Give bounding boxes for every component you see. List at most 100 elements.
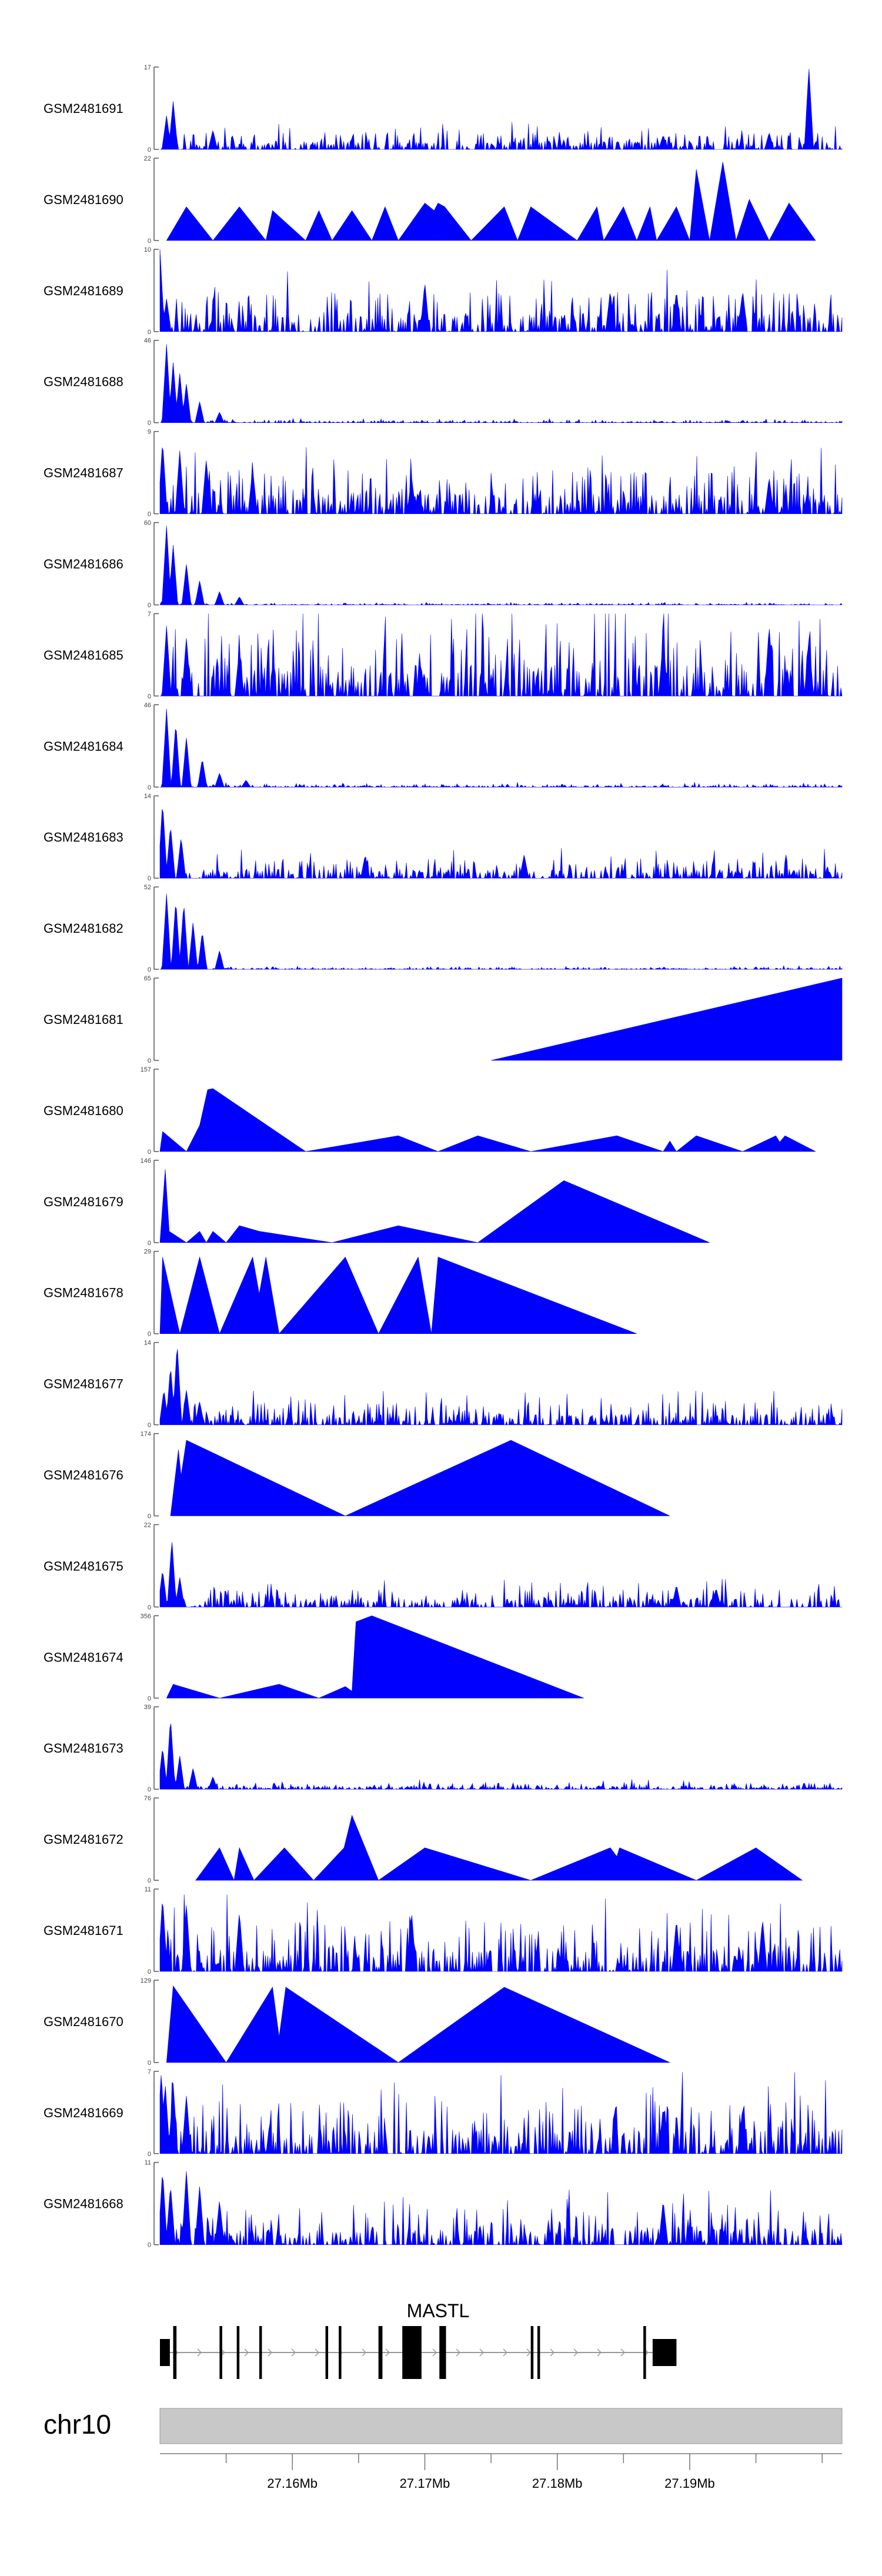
track-label: GSM2481671 [44,1923,123,1938]
strand-arrow [503,2348,508,2357]
strand-arrow [456,2348,461,2357]
gene-exon [378,2326,383,2379]
coverage-area [195,1814,803,1881]
track-GSM2481670: GSM2481670 129 0 [44,1977,670,2067]
gene-exon [259,2326,262,2379]
gene-exon [643,2326,646,2379]
track-GSM2481687: GSM2481687 9 0 [44,429,843,518]
y-axis-max-label: 129 [141,1977,151,1984]
coverage-area [159,447,843,515]
track-GSM2481686: GSM2481686 60 0 [44,520,843,609]
y-axis-zero-label: 0 [148,420,151,427]
coverage-area [159,1088,816,1152]
strand-arrow [315,2348,320,2357]
track-label: GSM2481678 [44,1286,123,1300]
track-label: GSM2481668 [44,2197,123,2211]
gene-exon [236,2326,240,2379]
strand-arrow [597,2348,602,2357]
track-GSM2481680: GSM2481680 157 0 [44,1066,816,1156]
coverage-area [160,613,843,697]
track-GSM2481671: GSM2481671 11 0 [44,1886,843,1976]
track-label: GSM2481688 [44,375,123,389]
track-GSM2481675: GSM2481675 22 0 [44,1521,842,1611]
track-label: GSM2481672 [44,1832,123,1847]
track-GSM2481673: GSM2481673 39 0 [44,1704,843,1793]
track-label: GSM2481689 [44,283,123,298]
track-label: GSM2481684 [44,739,123,753]
coverage-area [166,1615,584,1699]
coverage-area [491,977,843,1061]
gene-exon [219,2326,222,2379]
coverage-area [159,1723,843,1790]
track-label: GSM2481686 [44,557,123,572]
track-label: GSM2481683 [44,830,123,845]
coverage-tracks: GSM2481691170GSM2481690220GSM2481689100G… [44,64,843,2249]
y-axis-max-label: 157 [141,1066,151,1073]
y-axis-zero-label: 0 [148,2151,151,2158]
gene-exon [652,2339,677,2366]
strand-arrow [432,2348,437,2357]
y-axis-zero-label: 0 [148,146,151,154]
y-axis-zero-label: 0 [148,238,151,245]
coverage-area [160,708,843,788]
coverage-area [166,162,816,241]
y-axis-zero-label: 0 [148,784,151,791]
strand-arrow [268,2348,273,2357]
strand-arrow [197,2348,202,2357]
track-label: GSM2481681 [44,1012,123,1027]
coverage-area [159,809,843,879]
track-label: GSM2481680 [44,1103,123,1118]
strand-arrow [244,2348,249,2357]
track-GSM2481688: GSM2481688 46 0 [44,338,843,427]
strand-arrow [526,2348,532,2357]
y-axis-zero-label: 0 [148,1877,151,1884]
chromosome-axis: chr10 27.16Mb 27.17Mb 27.18Mb 27.19Mb [44,2408,843,2491]
y-axis-max-label: 146 [141,1157,151,1164]
track-label: GSM2481676 [44,1468,123,1483]
y-axis-zero-label: 0 [148,1695,151,1702]
strand-arrow [220,2348,226,2357]
y-axis-max-label: 52 [144,884,151,891]
coverage-area [159,249,843,332]
track-label: GSM2481674 [44,1650,123,1664]
track-GSM2481679: GSM2481679 146 0 [44,1157,710,1247]
track-label: GSM2481669 [44,2105,123,2120]
track-GSM2481683: GSM2481683 14 0 [44,793,843,882]
y-axis-max-label: 39 [144,1704,151,1711]
chromosome-band [159,2408,843,2444]
y-axis-max-label: 22 [144,1521,151,1529]
chromosome-label: chr10 [44,2409,111,2440]
y-axis-zero-label: 0 [148,693,151,700]
position-tick-label: 27.19Mb [664,2476,715,2491]
track-label: GSM2481670 [44,2014,123,2029]
gene-exon [160,2339,170,2366]
y-axis-zero-label: 0 [148,1786,151,1793]
track-GSM2481672: GSM2481672 76 0 [44,1795,803,1884]
track-label: GSM2481690 [44,192,123,207]
coverage-area [159,2171,843,2245]
coverage-area [159,1894,843,1973]
strand-arrow [479,2348,485,2357]
gene-exon [339,2326,342,2379]
coverage-area [159,893,843,970]
gene-exon [173,2326,177,2379]
track-GSM2481685: GSM2481685 7 0 [44,610,843,700]
coverage-area [159,2072,843,2154]
y-axis-zero-label: 0 [148,329,151,336]
track-label: GSM2481675 [44,1559,123,1573]
y-axis-zero-label: 0 [148,1604,151,1611]
y-axis-max-label: 14 [144,1340,151,1347]
y-axis-zero-label: 0 [148,2060,151,2067]
strand-arrow [385,2348,390,2357]
y-axis-max-label: 46 [144,338,151,345]
track-GSM2481682: GSM2481682 52 0 [44,884,843,973]
coverage-area [159,1542,842,1608]
track-GSM2481668: GSM2481668 11 0 [44,2160,843,2249]
gene-exon [530,2326,534,2379]
track-label: GSM2481687 [44,466,123,481]
strand-arrow [362,2348,367,2357]
track-GSM2481674: GSM2481674 356 0 [44,1613,584,1702]
strand-arrow [573,2348,579,2357]
y-axis-max-label: 9 [148,429,151,436]
